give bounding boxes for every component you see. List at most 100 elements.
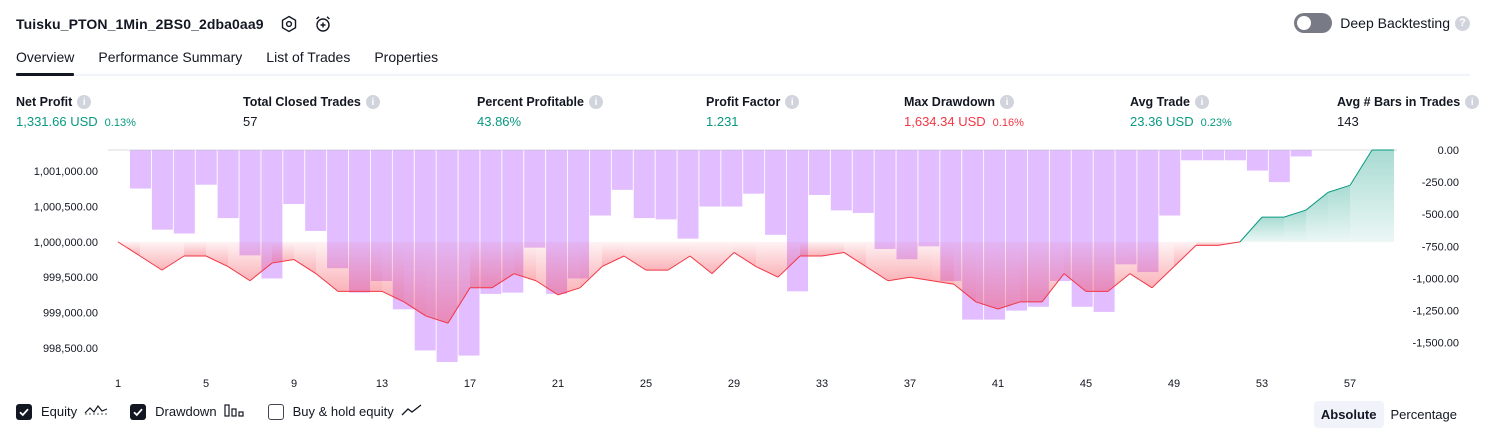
metric-profit-factor: Profit Factor i 1.231 [706,94,800,129]
equity-line-segment [1283,209,1307,218]
equity-line-segment [711,252,735,275]
drawdown-bar [173,150,195,234]
equity-gain-area [1350,150,1372,242]
legend-label: Drawdown [155,404,217,419]
deep-backtesting: Deep Backtesting ? [1294,13,1470,33]
equity-line-segment [1305,192,1329,211]
drawdown-bar [611,150,633,190]
equity-loss-area [1086,241,1108,292]
drawdown-bar [589,150,611,216]
equity-loss-area [1042,241,1064,302]
equity-loss-area [602,241,624,267]
equity-fill [118,150,1394,324]
legend-drawdown[interactable]: Drawdown [130,403,245,420]
drawdown-bar [151,150,173,230]
right-axis-tick: -1,500.00 [1413,338,1459,350]
equity-gain-area [1262,217,1284,242]
tab-overview[interactable]: Overview [16,44,75,76]
left-axis-tick: 999,000.00 [43,308,98,320]
checkbox-checked-icon[interactable] [130,403,147,420]
equity-line-segment [755,266,779,278]
equity-loss-area [360,241,382,292]
equity-loss-area [272,241,294,264]
drawdown-bar [1203,150,1225,161]
help-icon[interactable]: i [1000,95,1014,109]
help-icon[interactable]: i [365,95,380,109]
equity-loss-area [316,241,338,292]
equity-line-segment [953,283,977,303]
absolute-button[interactable]: Absolute [1313,401,1384,428]
equity-loss-area [712,241,734,274]
equity-line-segment [227,266,251,282]
metric-total-closed-trades: Total Closed Trades i 57 [243,94,380,129]
deep-backtesting-toggle[interactable] [1294,13,1333,33]
x-axis-tick: 57 [1344,378,1356,390]
equity-line-segment [293,259,317,275]
x-axis-tick: 5 [203,378,209,390]
equity-loss-area [844,241,866,267]
equity-loss-area [294,241,316,274]
drawdown-bars-icon [223,403,246,420]
x-axis-tick: 13 [376,378,388,390]
drawdown-bar [787,150,808,292]
alarm-add-icon[interactable] [314,15,332,33]
equity-line-segment [601,255,625,268]
percentage-button[interactable]: Percentage [1390,407,1458,422]
help-icon[interactable]: i [1465,95,1480,109]
equity-loss-area [1108,241,1130,292]
equity-line-segment [931,280,955,285]
metric-label: Profit Factor [706,95,781,109]
legend-label: Buy & hold equity [292,404,394,419]
drawdown-bar [918,150,940,247]
drawdown-bar [1115,150,1137,265]
metric-label: Percent Profitable [477,95,584,109]
tab-list-of-trades[interactable]: List of Trades [266,49,351,65]
help-icon[interactable]: i [77,95,92,109]
tab-properties[interactable]: Properties [374,49,439,65]
equity-loss-area [206,241,228,267]
drawdown-bar [1225,150,1246,161]
equity-loss-area [888,241,910,281]
equity-loss-area [580,241,602,288]
metric-net-profit: Net Profit i 1,331.66 USD 0.13% [16,94,136,129]
left-axis-tick: 999,500.00 [43,272,98,284]
drawdown-bar [305,150,327,231]
equity-loss-area [1196,241,1218,246]
equity-line-segment [843,252,867,268]
equity-loss-area [866,241,888,281]
equity-line-segment [139,255,163,271]
equity-loss-area [932,241,954,285]
equity-line-segment [447,287,471,324]
help-icon[interactable]: ? [1455,15,1470,31]
help-icon[interactable]: i [588,95,603,109]
help-icon[interactable]: i [1194,95,1209,109]
metric-max-drawdown: Max Drawdown i 1,634.34 USD 0.16% [904,94,1024,129]
metric-percent: 0.23% [1200,117,1232,129]
left-axis-tick: 1,000,500.00 [34,202,98,214]
legend-equity[interactable]: Equity [16,403,108,420]
checkbox-checked-icon[interactable] [16,403,32,420]
equity-line-segment [1217,241,1241,246]
x-axis-tick: 21 [552,378,564,390]
x-axis-tick: 45 [1080,378,1092,390]
drawdown-bar [633,150,655,219]
drawdown-bar [195,150,217,185]
drawdown-bar [721,150,743,207]
equity-gain-area [1372,150,1394,242]
help-icon[interactable]: i [785,95,800,109]
x-axis-tick: 25 [640,378,652,390]
x-axis-tick: 33 [816,378,828,390]
drawdown-bar [830,150,852,211]
equity-line-segment [777,255,801,278]
equity-drawdown-chart: 1,001,000.00 1,000,500.00 1,000,000.00 999,… [34,145,1459,390]
equity-loss-area [536,241,558,295]
legend-buy-hold[interactable]: Buy & hold equity [267,403,423,420]
x-axis: 1 5 9 13 17 21 25 29 33 37 41 45 49 53 57 [115,378,1356,390]
tab-performance-summary[interactable]: Performance Summary [98,49,243,65]
gear-icon[interactable] [280,15,298,33]
equity-line-segment [271,259,295,264]
metric-percent-profitable: Percent Profitable i 43.86% [477,94,603,129]
checkbox-unchecked-icon[interactable] [267,403,284,420]
equity-line-segment [1173,245,1197,267]
equity-loss-area [514,241,536,281]
